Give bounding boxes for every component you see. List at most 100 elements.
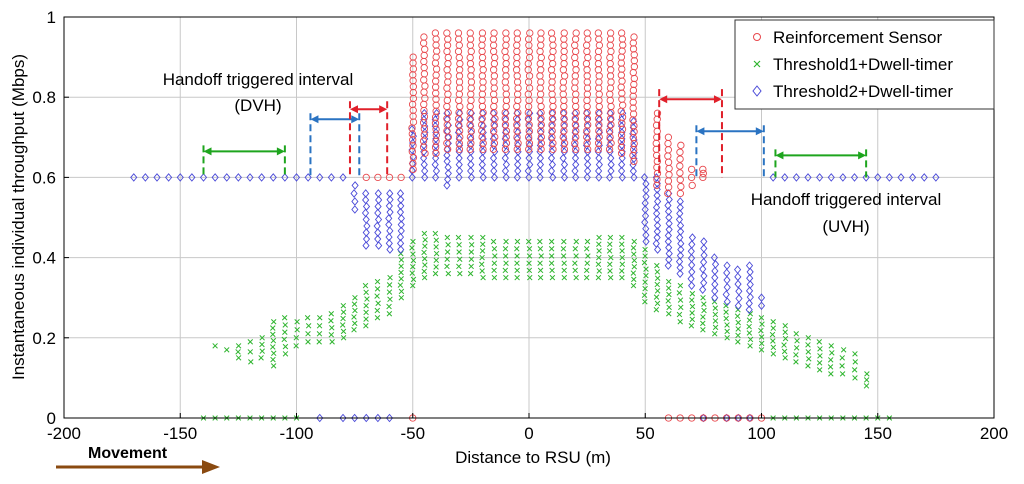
series-1-point bbox=[689, 316, 696, 323]
series-2-point bbox=[642, 230, 650, 240]
series-1-point bbox=[723, 302, 729, 309]
series-1-point bbox=[537, 238, 543, 245]
series-1-point bbox=[270, 325, 276, 331]
series-1-point bbox=[817, 353, 823, 359]
series-1-point bbox=[758, 347, 765, 353]
series-1-point bbox=[735, 339, 741, 345]
series-2-point bbox=[688, 240, 696, 249]
series-2-point bbox=[630, 173, 638, 182]
series-2-point bbox=[467, 173, 476, 182]
series-1-point bbox=[827, 364, 834, 370]
series-1-point bbox=[643, 272, 649, 279]
series-1-point bbox=[596, 234, 602, 241]
series-0-point bbox=[409, 112, 417, 120]
series-1-point bbox=[514, 253, 520, 259]
series-2-point bbox=[455, 173, 463, 182]
series-1-point bbox=[631, 276, 637, 283]
series-1-point bbox=[410, 276, 417, 283]
series-2-point bbox=[431, 121, 439, 131]
series-2-point bbox=[525, 173, 533, 182]
series-1-point bbox=[827, 357, 834, 363]
series-2-point bbox=[687, 274, 695, 284]
series-1-point bbox=[387, 296, 393, 303]
series-1-point bbox=[316, 323, 323, 329]
series-0-point bbox=[583, 29, 591, 37]
series-2-point bbox=[362, 189, 370, 198]
series-1-point bbox=[619, 248, 625, 254]
series-1-point bbox=[654, 281, 660, 288]
series-1-point bbox=[445, 242, 451, 248]
series-2-point bbox=[700, 257, 708, 267]
series-1-point bbox=[619, 261, 626, 268]
series-0-point bbox=[513, 29, 521, 37]
series-1-point bbox=[828, 343, 834, 349]
series-2-point bbox=[455, 160, 463, 169]
series-1-point bbox=[526, 267, 533, 274]
series-2-point bbox=[363, 221, 371, 231]
series-1-point bbox=[491, 246, 498, 252]
series-1-point bbox=[432, 230, 439, 237]
series-2-point bbox=[362, 202, 371, 211]
series-2-point bbox=[234, 173, 242, 182]
series-2-point bbox=[699, 264, 707, 274]
series-2-point bbox=[537, 121, 545, 131]
series-1-point bbox=[666, 304, 672, 311]
series-2-point bbox=[396, 232, 405, 242]
series-1-point bbox=[816, 339, 823, 345]
interval-layer bbox=[202, 89, 868, 178]
series-2-point bbox=[711, 259, 720, 269]
series-1-point bbox=[665, 278, 672, 285]
series-2-point bbox=[397, 245, 405, 254]
series-2-point bbox=[374, 215, 383, 224]
series-2-point bbox=[188, 173, 196, 182]
series-1-point bbox=[794, 338, 800, 344]
series-1-point bbox=[468, 249, 475, 255]
series-1-point bbox=[526, 260, 532, 266]
series-1-point bbox=[619, 274, 625, 281]
series-1-point bbox=[282, 322, 288, 328]
series-2-point bbox=[630, 116, 638, 126]
series-2-point bbox=[595, 128, 603, 137]
series-2-point bbox=[757, 301, 766, 311]
legend-box bbox=[734, 19, 995, 110]
series-1-point bbox=[793, 331, 799, 337]
series-2-point bbox=[490, 160, 498, 169]
series-1-point bbox=[305, 331, 311, 337]
series-2-point bbox=[839, 173, 847, 182]
series-2-point bbox=[479, 108, 487, 118]
series-1-point bbox=[769, 331, 776, 338]
series-1-point bbox=[595, 261, 602, 268]
series-1-point bbox=[584, 238, 591, 245]
series-1-point bbox=[863, 377, 870, 383]
series-2-point bbox=[559, 108, 568, 118]
series-1-point bbox=[456, 249, 462, 255]
series-1-point bbox=[409, 282, 416, 289]
series-2-point bbox=[351, 413, 359, 423]
series-2-point bbox=[420, 160, 428, 169]
series-1-point bbox=[340, 315, 346, 322]
series-2-point bbox=[513, 121, 521, 131]
series-2-point bbox=[421, 166, 429, 176]
series-2-point bbox=[618, 160, 626, 169]
series-2-point bbox=[548, 121, 556, 131]
series-2-point bbox=[723, 268, 731, 278]
series-2-point bbox=[897, 173, 905, 182]
series-1-point bbox=[492, 253, 498, 259]
series-2-point bbox=[642, 185, 650, 195]
series-2-point bbox=[560, 115, 569, 124]
series-1-point bbox=[212, 343, 218, 349]
series-2-point bbox=[246, 173, 254, 182]
series-0-point bbox=[629, 98, 637, 106]
series-2-point bbox=[735, 286, 743, 296]
series-1-point bbox=[514, 274, 520, 281]
series-1-point bbox=[641, 259, 648, 266]
series-1-point bbox=[328, 318, 334, 324]
series-1-point bbox=[444, 256, 450, 262]
series-2-point bbox=[501, 153, 509, 163]
series-0-point bbox=[547, 29, 556, 37]
series-2-point bbox=[734, 301, 742, 311]
interval-2-arrowhead-left bbox=[349, 105, 358, 114]
series-2-point bbox=[444, 169, 452, 178]
series-2-point bbox=[629, 166, 637, 176]
series-2-point bbox=[664, 261, 672, 270]
